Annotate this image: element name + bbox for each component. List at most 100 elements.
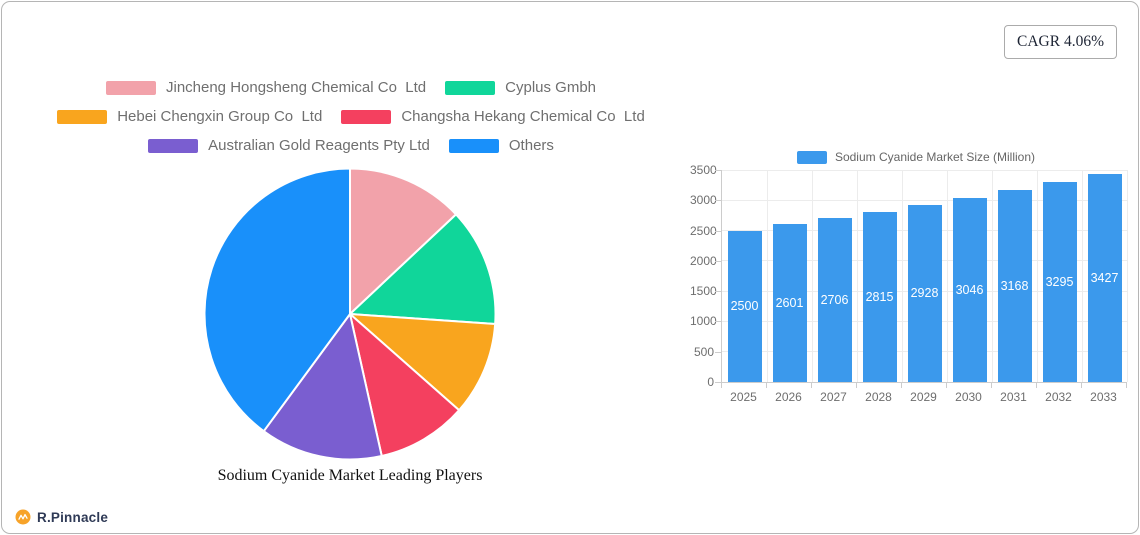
x-axis-tick — [721, 383, 722, 388]
y-axis-tick — [715, 382, 721, 383]
cagr-badge: CAGR 4.06% — [1004, 25, 1117, 59]
x-axis-tick-label: 2025 — [730, 390, 757, 404]
bar-2025[interactable]: 2500 — [727, 230, 762, 382]
bar-value-label: 3046 — [955, 282, 984, 297]
bar-value-label: 2500 — [730, 299, 759, 314]
v-gridline — [811, 170, 813, 382]
legend-swatch — [341, 109, 392, 124]
h-gridline — [722, 199, 1127, 201]
y-axis-tick — [715, 351, 721, 353]
v-gridline — [991, 170, 993, 382]
y-axis-tick-label: 3500 — [690, 163, 717, 177]
pie-slice-others[interactable] — [203, 167, 351, 433]
legend-swatch — [105, 80, 156, 95]
bar-chart-legend-item[interactable]: Sodium Cyanide Market Size (Million) — [690, 150, 1138, 164]
y-axis-tick-label: 0 — [707, 375, 714, 389]
y-axis-tick — [715, 260, 721, 262]
y-axis-tick — [715, 200, 721, 202]
x-axis-tick — [766, 383, 767, 388]
h-gridline — [722, 169, 1127, 171]
y-axis-tick — [715, 321, 721, 323]
v-gridline — [1126, 170, 1128, 382]
y-axis-tick-label: 1500 — [690, 284, 717, 299]
legend-swatch — [448, 138, 499, 153]
bar-2029[interactable]: 2928 — [907, 204, 942, 382]
x-axis-tick — [946, 383, 947, 388]
y-axis-tick-label: 3000 — [690, 193, 717, 208]
y-axis-tick-label: 2500 — [690, 223, 717, 238]
bar-2030[interactable]: 3046 — [952, 197, 987, 382]
legend-label: Australian Gold Reagents Pty Ltd — [208, 137, 430, 154]
pie-slice-australian-gold-reagents-pty-ltd[interactable] — [262, 313, 383, 461]
pie-slice-hebei-chengxin-group-co-ltd[interactable] — [349, 313, 497, 412]
brand-name: R.Pinnacle — [37, 509, 109, 525]
bar-value-label: 2928 — [910, 286, 939, 301]
v-gridline — [1036, 170, 1038, 382]
v-gridline — [1081, 170, 1083, 382]
bar-value-label: 2815 — [865, 289, 894, 304]
pie-legend-row: Hebei Chengxin Group Co Ltd Changsha Heka… — [20, 106, 682, 127]
x-axis-tick — [991, 383, 992, 388]
pie-slice-jincheng-hongsheng-chemical-co-ltd[interactable] — [349, 167, 458, 315]
x-axis-tick-label: 2029 — [910, 390, 937, 404]
legend-label: Others — [508, 137, 554, 154]
y-axis-tick-label: 500 — [693, 344, 714, 359]
bar-2026[interactable]: 2601 — [772, 224, 807, 382]
bar-value-label: 3295 — [1045, 275, 1074, 290]
pie-legend-item-others[interactable]: Others — [448, 137, 554, 154]
bar-chart: Sodium Cyanide Market Size (Million) 250… — [690, 145, 1138, 413]
x-axis-tick-label: 2030 — [955, 390, 982, 404]
x-axis-tick — [901, 383, 902, 388]
brand-logo: R.Pinnacle — [15, 509, 108, 525]
pie-legend-item-australian-gold-reagents-pty-ltd[interactable]: Australian Gold Reagents Pty Ltd — [148, 137, 430, 154]
bar-value-label: 3427 — [1090, 271, 1119, 286]
bar-2028[interactable]: 2815 — [862, 211, 897, 382]
v-gridline — [766, 170, 768, 382]
x-axis-tick-label: 2026 — [775, 390, 802, 404]
pie-legend-item-changsha-hekang-chemical-co-ltd[interactable]: Changsha Hekang Chemical Co Ltd — [341, 108, 645, 125]
bar-value-label: 2601 — [775, 296, 804, 311]
bar-2032[interactable]: 3295 — [1042, 182, 1077, 382]
x-axis-tick-label: 2032 — [1045, 390, 1072, 404]
pie-legend-row: Australian Gold Reagents Pty Ltd Others — [20, 135, 682, 156]
bar-2033[interactable]: 3427 — [1087, 174, 1122, 382]
legend-swatch — [148, 138, 199, 153]
bar-plot-area: 2500 2601 2706 2815 2928 3046 3168 3295 3427 — [721, 169, 1128, 383]
pie-slice-changsha-hekang-chemical-co-ltd[interactable] — [349, 313, 461, 457]
x-axis-tick — [1081, 383, 1082, 388]
pie-chart-title: Sodium Cyanide Market Leading Players — [217, 467, 483, 484]
y-axis-tick — [715, 230, 721, 232]
bar-value-label: 2706 — [820, 293, 849, 308]
pie-legend-item-jincheng-hongsheng-chemical-co-ltd[interactable]: Jincheng Hongsheng Chemical Co Ltd — [105, 79, 427, 96]
x-axis-tick-label: 2028 — [865, 390, 892, 404]
pie-legend-item-cyplus-gmbh[interactable]: Cyplus Gmbh — [445, 79, 596, 96]
v-gridline — [856, 170, 858, 382]
legend-label: Changsha Hekang Chemical Co Ltd — [401, 108, 645, 125]
x-axis-tick-label: 2033 — [1090, 390, 1117, 404]
bar-2031[interactable]: 3168 — [997, 190, 1032, 382]
x-axis-tick-label: 2031 — [1000, 390, 1027, 404]
legend-swatch — [445, 80, 496, 95]
legend-label: Jincheng Hongsheng Chemical Co Ltd — [165, 79, 427, 96]
y-axis-tick — [715, 170, 721, 171]
pie-legend-item-hebei-chengxin-group-co-ltd[interactable]: Hebei Chengxin Group Co Ltd — [57, 108, 322, 125]
v-gridline — [901, 170, 903, 382]
bar-legend-label: Sodium Cyanide Market Size (Million) — [834, 150, 1036, 164]
x-axis-tick — [856, 383, 857, 388]
pie-legend: Jincheng Hongsheng Chemical Co Ltd Cyplus… — [20, 77, 682, 164]
y-axis-tick-label: 2000 — [690, 253, 717, 268]
brand-logo-icon — [15, 509, 31, 525]
pie-slice-cyplus-gmbh[interactable] — [349, 213, 497, 326]
bar-value-label: 3168 — [1000, 279, 1029, 294]
legend-label: Hebei Chengxin Group Co Ltd — [117, 108, 323, 125]
x-axis-tick-label: 2027 — [820, 390, 847, 404]
y-axis-tick — [715, 291, 721, 293]
bar-2027[interactable]: 2706 — [817, 218, 852, 382]
y-axis-tick-label: 1000 — [690, 314, 717, 329]
pie-legend-row: Jincheng Hongsheng Chemical Co Ltd Cyplus… — [20, 77, 682, 98]
pie-chart — [203, 167, 497, 461]
bar-legend-swatch — [796, 150, 827, 164]
x-axis-tick — [1036, 383, 1037, 388]
x-axis-tick — [1126, 383, 1127, 388]
